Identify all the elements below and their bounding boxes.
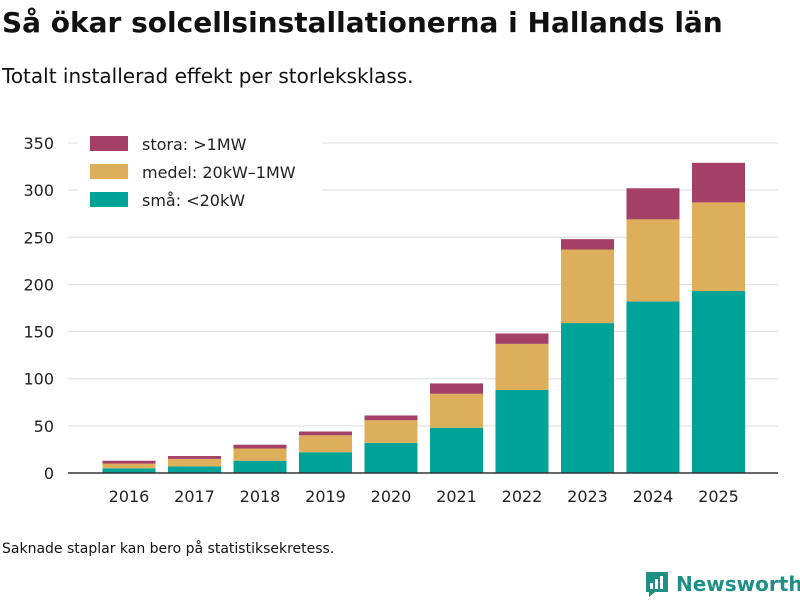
bar-2017-series-2	[168, 456, 221, 459]
y-axis-ticks: 0 50 100 150 200 250 300 350	[23, 134, 54, 483]
bars	[68, 162, 778, 474]
bar-2018-series-0	[233, 460, 287, 473]
bar-2023-series-2	[561, 239, 614, 250]
legend-label: stora: >1MW	[142, 135, 247, 154]
x-tick-label: 2020	[371, 487, 412, 506]
bar-2025-series-0	[692, 291, 745, 473]
bar-2023-series-0	[561, 323, 614, 473]
y-tick-label: 200	[23, 275, 54, 294]
bar-2022-series-2	[495, 333, 549, 344]
x-tick-label: 2025	[698, 487, 739, 506]
bar-2016-series-2	[102, 460, 156, 464]
bar-2024-series-0	[626, 301, 680, 473]
x-tick-label: 2019	[305, 487, 346, 506]
x-tick-label: 2022	[502, 487, 543, 506]
y-tick-label: 50	[34, 417, 54, 436]
x-tick-label: 2018	[240, 487, 281, 506]
y-tick-label: 350	[23, 134, 54, 153]
y-tick-label: 250	[23, 228, 54, 247]
legend-label: medel: 20kW–1MW	[142, 163, 296, 182]
bar-2024-series-2	[626, 188, 680, 220]
chart-subtitle: Totalt installerad effekt per storlekskl…	[2, 64, 414, 88]
bar-2019-series-0	[299, 452, 352, 473]
newsworthy-logo-icon	[646, 572, 668, 597]
newsworthy-logo: Newsworthy	[644, 568, 800, 600]
y-tick-label: 150	[23, 323, 54, 342]
bar-2019-series-1	[299, 435, 352, 453]
bar-2023-series-1	[561, 249, 614, 324]
y-tick-label: 300	[23, 181, 54, 200]
bar-2024-series-1	[626, 219, 680, 302]
footnote: Saknade staplar kan bero på statistiksek…	[2, 541, 335, 557]
legend-swatch	[90, 192, 128, 207]
bar-2022-series-1	[495, 343, 549, 391]
bar-2017-series-0	[168, 466, 221, 473]
x-axis-ticks: 2016 2017 2018 2019 2020 2021 2022 2023 2024 2025	[109, 487, 739, 506]
y-tick-label: 100	[23, 370, 54, 389]
x-tick-label: 2023	[567, 487, 608, 506]
bar-2017-series-1	[168, 458, 221, 467]
bar-2025-series-2	[692, 162, 745, 203]
bar-2020-series-0	[364, 442, 418, 473]
bar-2025-series-1	[692, 202, 745, 292]
legend: stora: >1MW medel: 20kW–1MW små: <20kW	[78, 128, 322, 214]
x-tick-label: 2017	[174, 487, 215, 506]
y-tick-label: 0	[44, 464, 54, 483]
bar-2018-series-1	[233, 448, 287, 461]
legend-swatch	[90, 136, 128, 151]
chart-title: Så ökar solcellsinstallationerna i Halla…	[2, 6, 723, 39]
bar-2021-series-0	[430, 427, 483, 473]
bar-2016-series-0	[102, 468, 156, 473]
bar-2022-series-0	[495, 390, 549, 473]
x-tick-label: 2021	[436, 487, 477, 506]
bar-2021-series-1	[430, 393, 483, 428]
legend-label: små: <20kW	[142, 191, 245, 210]
bar-2018-series-2	[233, 444, 287, 449]
bar-2020-series-2	[364, 415, 418, 421]
newsworthy-logo-text: Newsworthy	[676, 572, 800, 596]
x-tick-label: 2024	[633, 487, 674, 506]
x-tick-label: 2016	[109, 487, 150, 506]
legend-swatch	[90, 164, 128, 179]
bar-2019-series-2	[299, 431, 352, 436]
bar-2016-series-1	[102, 463, 156, 469]
bar-2020-series-1	[364, 420, 418, 443]
bar-2021-series-2	[430, 383, 483, 394]
